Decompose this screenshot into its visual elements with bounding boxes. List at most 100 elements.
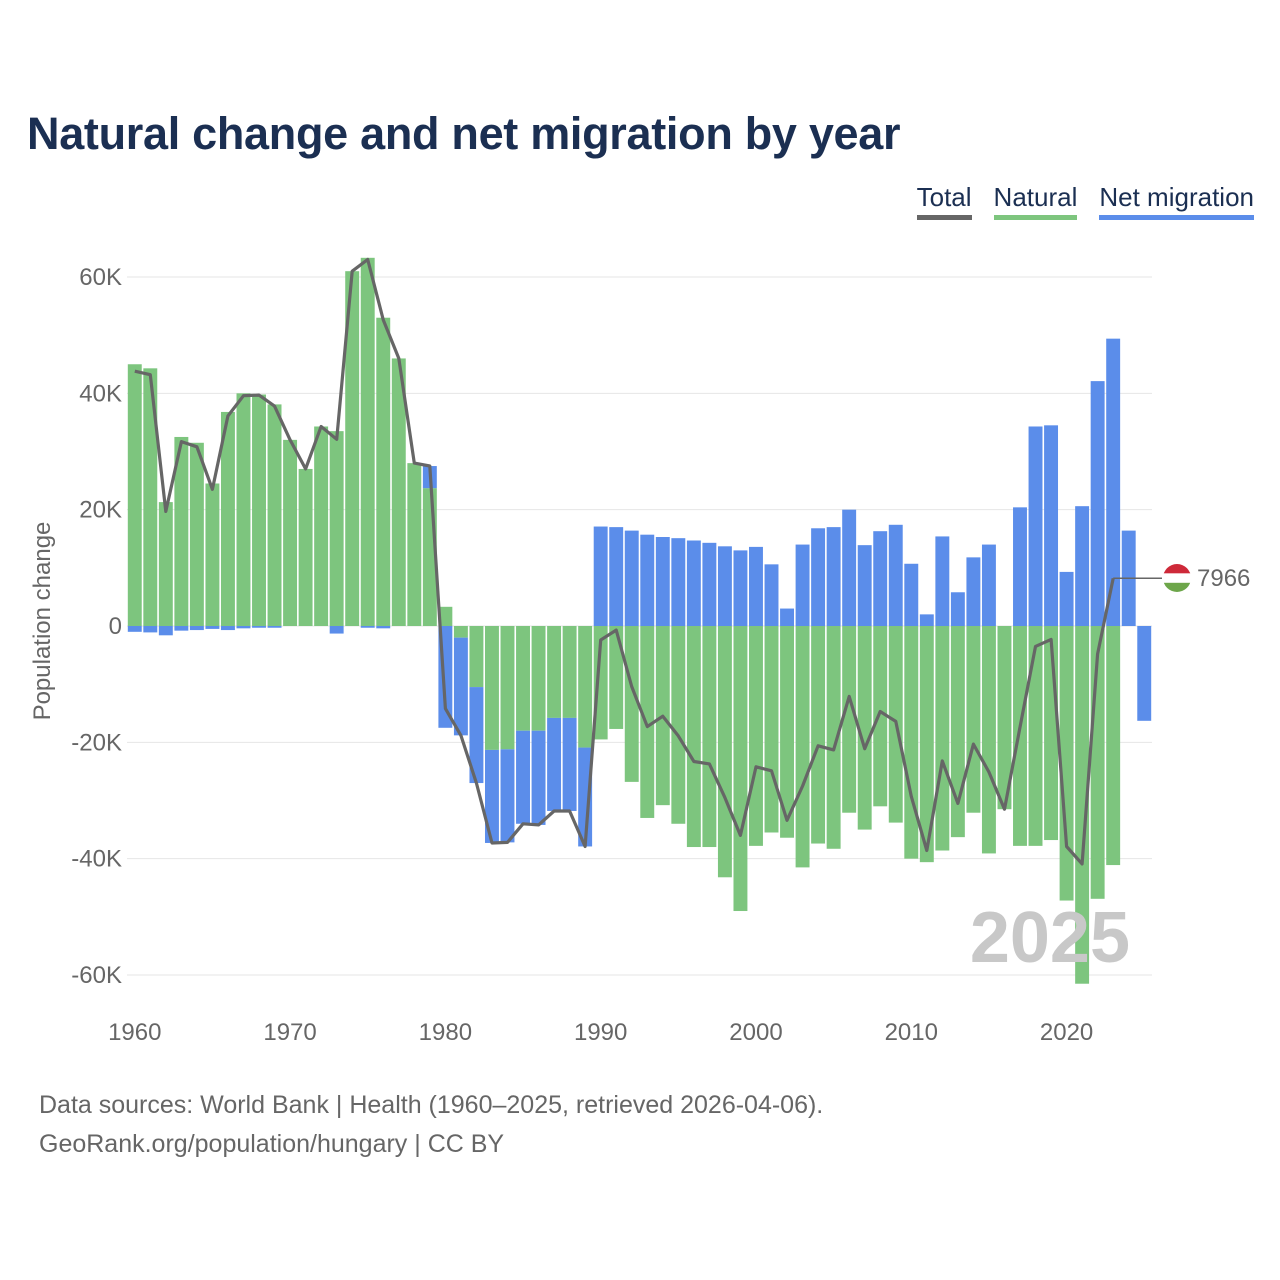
- natural-bar[interactable]: [143, 368, 158, 626]
- natural-bar[interactable]: [407, 463, 422, 626]
- natural-bar[interactable]: [966, 626, 981, 813]
- natural-bar[interactable]: [484, 626, 499, 750]
- migration-bar[interactable]: [484, 749, 499, 843]
- natural-bar[interactable]: [547, 626, 562, 718]
- migration-bar[interactable]: [562, 717, 577, 811]
- migration-bar[interactable]: [873, 531, 888, 626]
- migration-bar[interactable]: [640, 534, 655, 626]
- natural-bar[interactable]: [904, 626, 919, 859]
- migration-bar[interactable]: [904, 563, 919, 626]
- natural-bar[interactable]: [935, 626, 950, 851]
- migration-bar[interactable]: [966, 557, 981, 626]
- migration-bar[interactable]: [749, 546, 763, 626]
- natural-bar[interactable]: [997, 626, 1012, 810]
- migration-bar[interactable]: [826, 527, 841, 626]
- natural-bar[interactable]: [329, 431, 344, 626]
- natural-bar[interactable]: [298, 468, 313, 626]
- migration-bar[interactable]: [935, 536, 950, 626]
- natural-bar[interactable]: [174, 436, 189, 626]
- migration-bar[interactable]: [205, 626, 220, 629]
- migration-bar[interactable]: [857, 545, 872, 626]
- legend-total[interactable]: Total: [916, 182, 972, 220]
- migration-bar[interactable]: [469, 687, 484, 784]
- natural-bar[interactable]: [919, 626, 934, 863]
- migration-bar[interactable]: [1137, 626, 1152, 721]
- natural-bar[interactable]: [578, 626, 593, 748]
- natural-bar[interactable]: [267, 404, 282, 626]
- migration-bar[interactable]: [764, 564, 779, 626]
- migration-bar[interactable]: [1106, 338, 1121, 626]
- migration-bar[interactable]: [1059, 571, 1074, 626]
- natural-bar[interactable]: [733, 626, 748, 912]
- migration-bar[interactable]: [1044, 425, 1059, 626]
- legend-net-migration[interactable]: Net migration: [1099, 182, 1254, 220]
- natural-bar[interactable]: [702, 626, 717, 848]
- natural-bar[interactable]: [391, 358, 406, 626]
- migration-bar[interactable]: [950, 592, 965, 626]
- migration-bar[interactable]: [780, 608, 795, 626]
- legend-natural[interactable]: Natural: [993, 182, 1078, 220]
- natural-bar[interactable]: [624, 626, 639, 782]
- natural-bar[interactable]: [811, 626, 826, 844]
- natural-bar[interactable]: [640, 626, 655, 818]
- migration-bar[interactable]: [593, 526, 608, 626]
- natural-bar[interactable]: [236, 393, 251, 626]
- migration-bar[interactable]: [500, 749, 515, 843]
- migration-bar[interactable]: [1090, 381, 1105, 626]
- migration-bar[interactable]: [888, 524, 903, 626]
- natural-bar[interactable]: [857, 626, 872, 830]
- migration-bar[interactable]: [360, 626, 375, 628]
- migration-bar[interactable]: [981, 544, 996, 626]
- natural-bar[interactable]: [842, 626, 857, 813]
- natural-bar[interactable]: [438, 606, 453, 626]
- natural-bar[interactable]: [314, 426, 329, 626]
- migration-bar[interactable]: [127, 626, 142, 632]
- migration-bar[interactable]: [252, 626, 266, 628]
- migration-bar[interactable]: [158, 626, 173, 636]
- natural-bar[interactable]: [531, 626, 546, 731]
- natural-bar[interactable]: [283, 439, 298, 626]
- migration-bar[interactable]: [547, 717, 562, 811]
- natural-bar[interactable]: [1028, 626, 1043, 846]
- migration-bar[interactable]: [174, 626, 189, 631]
- migration-bar[interactable]: [702, 542, 717, 626]
- migration-bar[interactable]: [267, 626, 282, 628]
- natural-bar[interactable]: [205, 483, 220, 626]
- migration-bar[interactable]: [1028, 426, 1043, 626]
- migration-bar[interactable]: [453, 637, 468, 736]
- migration-bar[interactable]: [624, 530, 639, 626]
- natural-bar[interactable]: [220, 411, 235, 626]
- migration-bar[interactable]: [842, 509, 857, 626]
- migration-bar[interactable]: [236, 626, 251, 629]
- natural-bar[interactable]: [826, 626, 841, 849]
- migration-bar[interactable]: [143, 626, 158, 633]
- migration-bar[interactable]: [1013, 507, 1027, 626]
- natural-bar[interactable]: [795, 626, 810, 868]
- natural-bar[interactable]: [1013, 626, 1027, 846]
- natural-bar[interactable]: [873, 626, 888, 807]
- natural-bar[interactable]: [1075, 626, 1090, 984]
- natural-bar[interactable]: [127, 364, 142, 626]
- migration-bar[interactable]: [220, 626, 235, 631]
- natural-bar[interactable]: [950, 626, 965, 838]
- natural-bar[interactable]: [469, 626, 484, 688]
- natural-bar[interactable]: [749, 626, 763, 846]
- migration-bar[interactable]: [717, 546, 732, 626]
- migration-bar[interactable]: [376, 626, 391, 629]
- natural-bar[interactable]: [671, 626, 686, 824]
- natural-bar[interactable]: [158, 502, 173, 626]
- migration-bar[interactable]: [671, 538, 686, 626]
- migration-bar[interactable]: [655, 537, 670, 626]
- natural-bar[interactable]: [376, 317, 391, 626]
- natural-bar[interactable]: [764, 626, 779, 833]
- natural-bar[interactable]: [516, 626, 530, 731]
- migration-bar[interactable]: [578, 747, 593, 847]
- natural-bar[interactable]: [189, 442, 204, 626]
- natural-bar[interactable]: [1059, 626, 1074, 901]
- natural-bar[interactable]: [562, 626, 577, 718]
- migration-bar[interactable]: [733, 550, 748, 626]
- natural-bar[interactable]: [609, 626, 624, 729]
- migration-bar[interactable]: [329, 626, 344, 634]
- migration-bar[interactable]: [811, 528, 826, 626]
- natural-bar[interactable]: [981, 626, 996, 854]
